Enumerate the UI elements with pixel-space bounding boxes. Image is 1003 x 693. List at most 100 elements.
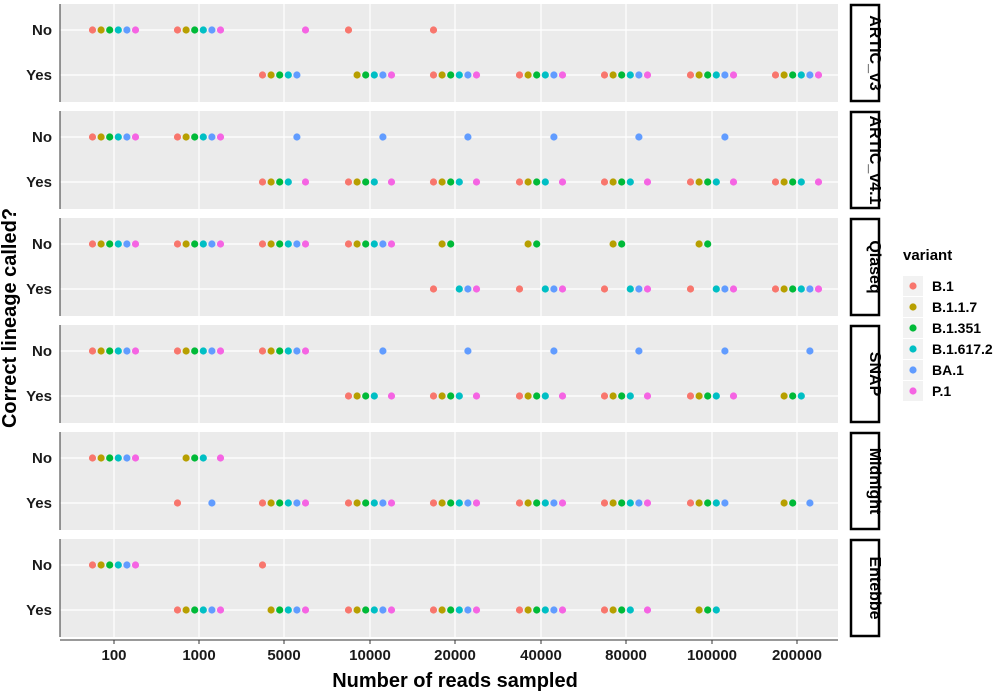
x-tick-label: 80000 (605, 647, 647, 664)
data-point (182, 133, 190, 141)
data-point (216, 454, 225, 462)
data-point (379, 606, 387, 614)
data-point (362, 178, 370, 186)
data-point (88, 133, 97, 141)
data-point (455, 392, 463, 400)
data-point (131, 240, 140, 248)
data-point (293, 240, 301, 248)
data-point (524, 240, 532, 248)
data-point (216, 240, 225, 248)
data-point (114, 133, 122, 141)
data-point (301, 178, 310, 186)
data-point (97, 347, 105, 355)
data-point (353, 178, 361, 186)
facet-strip (849, 324, 881, 424)
facet-strip-label: SNAP (866, 352, 883, 397)
facet-panel: No Yes Entebbe (26, 538, 883, 638)
data-point (524, 178, 532, 186)
facet-strip (849, 217, 881, 317)
data-point (344, 178, 353, 186)
data-point (609, 240, 617, 248)
data-point (558, 499, 567, 507)
data-point (344, 499, 353, 507)
data-point (558, 606, 567, 614)
legend-key (909, 387, 917, 395)
data-point (429, 26, 438, 34)
data-point (379, 347, 387, 355)
y-tick-label: Yes (26, 602, 52, 619)
data-point (524, 392, 532, 400)
data-point (379, 499, 387, 507)
data-point (182, 606, 190, 614)
data-point (533, 606, 541, 614)
data-point (464, 285, 472, 293)
data-point (686, 285, 695, 293)
data-point (643, 392, 652, 400)
legend-key (909, 303, 917, 311)
data-point (600, 178, 609, 186)
data-point (729, 392, 738, 400)
data-point (370, 392, 378, 400)
data-point (455, 71, 463, 79)
data-point (123, 26, 131, 34)
x-tick-label: 100 (101, 647, 126, 664)
data-point (780, 285, 788, 293)
data-point (267, 347, 275, 355)
data-point (464, 499, 472, 507)
data-point (216, 606, 225, 614)
data-point (106, 133, 114, 141)
data-point (515, 392, 524, 400)
data-point (515, 499, 524, 507)
data-point (344, 26, 353, 34)
panel-background (60, 539, 838, 637)
data-point (182, 454, 190, 462)
data-point (173, 499, 182, 507)
data-point (447, 392, 455, 400)
data-point (208, 606, 216, 614)
x-tick-label: 1000 (182, 647, 215, 664)
data-point (721, 133, 729, 141)
data-point (600, 71, 609, 79)
data-point (106, 240, 114, 248)
data-point (301, 26, 310, 34)
legend-key (909, 324, 917, 332)
data-point (353, 71, 361, 79)
data-point (541, 178, 549, 186)
data-point (712, 285, 720, 293)
data-point (609, 71, 617, 79)
y-tick-label: No (32, 450, 52, 467)
y-tick-label: Yes (26, 67, 52, 84)
data-point (199, 454, 207, 462)
data-point (447, 606, 455, 614)
y-tick-label: No (32, 343, 52, 360)
data-point (780, 499, 788, 507)
data-point (182, 347, 190, 355)
facet-panel: No Yes Midnight (26, 431, 883, 531)
data-point (455, 606, 463, 614)
data-point (173, 240, 182, 248)
x-axis-title: Number of reads sampled (332, 670, 578, 692)
data-point (771, 285, 780, 293)
data-point (97, 561, 105, 569)
data-point (472, 499, 481, 507)
data-point (558, 178, 567, 186)
data-point (379, 133, 387, 141)
data-point (131, 347, 140, 355)
data-point (258, 178, 267, 186)
data-point (550, 71, 558, 79)
data-point (258, 71, 267, 79)
data-point (704, 499, 712, 507)
data-point (284, 606, 292, 614)
data-point (344, 240, 353, 248)
data-point (558, 392, 567, 400)
data-point (173, 133, 182, 141)
data-point (643, 285, 652, 293)
data-point (609, 178, 617, 186)
data-point (106, 26, 114, 34)
data-point (267, 240, 275, 248)
data-point (191, 347, 199, 355)
facet-strip (849, 110, 881, 210)
data-point (438, 71, 446, 79)
data-point (387, 178, 396, 186)
data-point (123, 454, 131, 462)
